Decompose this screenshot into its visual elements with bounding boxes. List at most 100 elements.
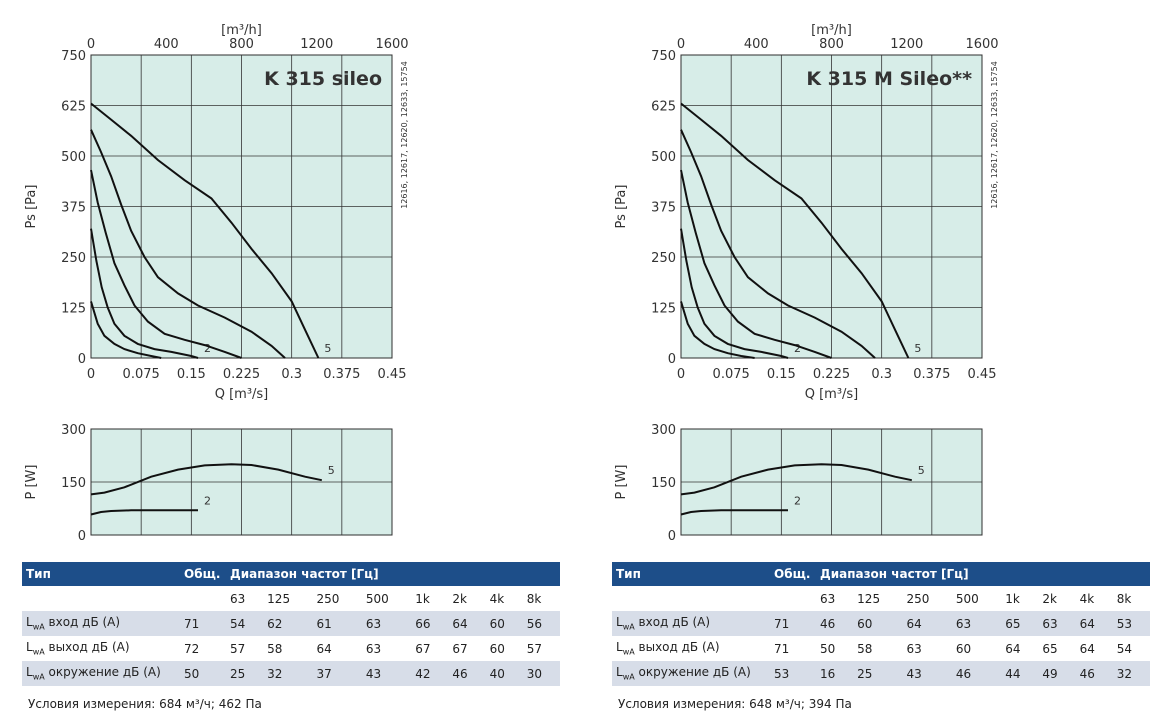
- x2-axis-label: [m³/h]: [221, 23, 262, 38]
- series-line: [680, 228, 789, 359]
- table-row: LwA выход дБ (А) 72 57 58 64 63 67 67 60 57: [22, 636, 560, 661]
- table-header-row: Тип Общ. Диапазон частот [Гц]: [612, 562, 1150, 586]
- table-row: LwA окружение дБ (А) 53 16 25 43 46 44 49 46 32: [612, 661, 1150, 686]
- x-tick-label: 0.225: [223, 367, 260, 382]
- row-value: 57: [230, 641, 246, 656]
- row-value: 63: [951, 611, 1002, 636]
- series-label: 2: [204, 342, 211, 355]
- row-value: 50: [820, 641, 836, 656]
- table-row: LwA вход дБ (А) 71 46 60 64 63 65 63 64 53: [612, 611, 1150, 636]
- series-line: [90, 169, 242, 359]
- row-value: 56: [522, 611, 560, 636]
- x-tick-label: 0.075: [713, 367, 750, 382]
- row-total: 71: [774, 641, 790, 656]
- row-value: 53: [1112, 611, 1150, 636]
- x-tick-label: 0.15: [767, 367, 796, 382]
- series-line: [680, 301, 755, 359]
- x-tick-label: 0.375: [913, 367, 950, 382]
- x-axis-label: Q [m³/s]: [215, 387, 269, 402]
- measurement-note: Условия измерения: 684 м³/ч; 462 Па: [28, 697, 262, 711]
- freq-cell: 4k: [489, 591, 505, 606]
- row-value: 63: [1038, 611, 1076, 636]
- x-tick-label: 0: [87, 367, 95, 382]
- y-axis-label: P [W]: [614, 465, 629, 500]
- row-label: LwA вход дБ (А): [22, 611, 180, 636]
- series-line: [680, 169, 832, 359]
- series-label: 2: [794, 342, 801, 355]
- measurement-note: Условия измерения: 648 м³/ч; 394 Па: [618, 697, 852, 711]
- row-value: 37: [312, 661, 362, 686]
- x2-tick-label: 400: [744, 37, 769, 52]
- table-row: LwA выход дБ (А) 71 50 58 63 60 64 65 64 54: [612, 636, 1150, 661]
- x2-tick-label: 0: [677, 37, 685, 52]
- row-value: 54: [226, 611, 264, 636]
- y-axis-label: Ps [Pa]: [614, 185, 629, 229]
- noise-table-left: Тип Общ. Диапазон частот [Гц] 63 125 250 500 1k…: [22, 562, 560, 686]
- y-tick-label: 125: [61, 302, 86, 317]
- header-freq-range: Диапазон частот [Гц]: [816, 562, 1150, 586]
- y-tick-label: 250: [651, 251, 676, 266]
- row-value: 46: [816, 611, 854, 636]
- x-tick-label: 0: [677, 367, 685, 382]
- y-tick-label: 300: [61, 423, 86, 438]
- row-value: 67: [415, 641, 431, 656]
- y-tick-label: 750: [61, 49, 86, 64]
- header-total: Общ.: [180, 562, 226, 586]
- chart-title: K 315 sileo: [264, 68, 382, 90]
- y-tick-label: 0: [78, 529, 86, 544]
- table-row: LwA вход дБ (А) 71 54 62 61 63 66 64 60 56: [22, 611, 560, 636]
- row-value: 58: [267, 641, 283, 656]
- row-value: 25: [853, 661, 903, 686]
- y-tick-label: 375: [651, 201, 676, 216]
- series-line: [90, 509, 198, 516]
- row-value: 64: [448, 611, 486, 636]
- series-line: [90, 301, 162, 359]
- header-freq-range: Диапазон частот [Гц]: [226, 562, 560, 586]
- y-tick-label: 250: [61, 251, 86, 266]
- series-label: 5: [328, 464, 335, 477]
- row-value: 57: [526, 641, 543, 656]
- row-value: 63: [361, 611, 412, 636]
- row-value: 58: [857, 641, 873, 656]
- freq-cell: 500: [955, 591, 979, 606]
- series-label: 5: [914, 342, 921, 355]
- row-label: LwA выход дБ (А): [26, 640, 130, 657]
- freq-cell: 2k: [1042, 591, 1058, 606]
- row-total: 71: [180, 611, 226, 636]
- row-value: 32: [1112, 661, 1150, 686]
- row-total: 71: [770, 611, 816, 636]
- series-line: [90, 102, 320, 359]
- row-value: 25: [226, 661, 264, 686]
- freq-cell: 250: [906, 591, 930, 606]
- series-label: 2: [794, 494, 801, 507]
- y-tick-label: 0: [78, 352, 86, 367]
- y-axis-label: Ps [Pa]: [24, 185, 39, 229]
- x-axis-label: Q [m³/s]: [805, 387, 859, 402]
- row-value: 49: [1038, 661, 1076, 686]
- series-line: [680, 509, 788, 516]
- x-tick-label: 0.375: [323, 367, 360, 382]
- y-tick-label: 625: [651, 100, 676, 115]
- row-total: 72: [184, 641, 200, 656]
- series-line: [680, 129, 876, 359]
- chart-title: K 315 M Sileo**: [806, 68, 972, 90]
- row-value: 54: [1116, 641, 1133, 656]
- x-tick-label: 0.15: [177, 367, 206, 382]
- row-value: 42: [411, 661, 449, 686]
- chart-panel-right: 0 125 250 375 500 625 750 0 0.075 0.15 0.225 0.3 0.3…: [590, 0, 1160, 726]
- series-line: [90, 129, 286, 359]
- header-total: Общ.: [770, 562, 816, 586]
- x2-tick-label: 1600: [375, 37, 408, 52]
- row-label: LwA вход дБ (А): [612, 611, 770, 636]
- series-line: [680, 463, 913, 496]
- series-label: 2: [204, 494, 211, 507]
- series-label: 5: [324, 342, 331, 355]
- y-tick-label: 0: [668, 352, 676, 367]
- y-tick-label: 125: [651, 302, 676, 317]
- row-value: 62: [263, 611, 313, 636]
- x2-axis-label: [m³/h]: [811, 23, 852, 38]
- y-tick-label: 500: [61, 150, 86, 165]
- y-tick-label: 625: [61, 100, 86, 115]
- table-header-row: Тип Общ. Диапазон частот [Гц]: [22, 562, 560, 586]
